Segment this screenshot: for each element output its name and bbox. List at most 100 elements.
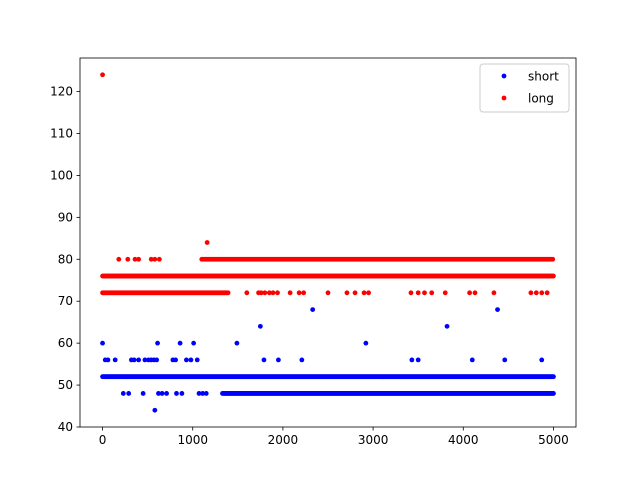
x-tick-label: 5000 [538,433,569,447]
point-short [495,307,500,312]
point-short [188,357,194,363]
point-long [352,290,358,296]
point-long [539,290,545,296]
point-long [528,290,534,296]
point-short [415,357,421,363]
point-short [469,357,475,363]
series-long [100,72,556,296]
y-tick-label: 80 [58,252,73,266]
point-short [131,357,137,363]
points-layer [100,72,556,413]
point-short [194,357,200,363]
y-tick-label: 110 [50,126,73,140]
point-long [366,290,371,296]
point-short [140,391,146,396]
point-long [467,290,472,296]
point-short [261,357,267,363]
point-short [196,391,202,396]
point-long [429,290,435,296]
point-short [363,340,369,346]
point-short [551,391,556,396]
point-short [173,357,178,363]
point-short [155,340,160,346]
point-short [156,391,161,396]
point-short [539,357,545,363]
point-long [244,290,250,296]
point-long [156,256,162,262]
point-short [152,407,158,413]
point-long [491,290,497,296]
legend-label-short: short [528,70,559,84]
point-long [296,290,302,296]
y-tick-label: 50 [58,378,73,392]
point-short [409,357,415,363]
point-short [184,357,189,363]
y-tick-label: 40 [58,420,73,434]
point-long [408,290,414,296]
point-short [136,357,142,363]
point-short [100,340,105,346]
point-short [444,323,450,329]
point-long [415,290,421,296]
point-long [258,290,264,296]
point-long [325,290,331,296]
legend: short long [479,63,570,113]
point-short [126,391,132,396]
point-short [234,340,240,346]
y-tick-label: 70 [58,294,73,308]
x-tick-label: 1000 [177,433,208,447]
point-long [136,256,142,262]
point-short [502,357,508,363]
point-short [174,391,179,396]
legend-marker-short [501,73,507,79]
point-short [112,357,118,363]
y-tick-label: 120 [50,85,73,99]
point-short [164,391,169,396]
point-long [301,290,307,296]
point-long [551,273,556,279]
point-long [152,256,158,262]
point-long [132,256,138,262]
point-short [200,391,206,396]
x-tick-label: 3000 [358,433,389,447]
point-long [262,290,268,296]
point-long [442,290,448,296]
point-short [257,323,263,329]
point-short [276,357,281,363]
point-long [287,290,293,296]
point-long [148,256,154,262]
point-short [299,357,305,363]
point-long [125,256,131,262]
point-long [266,290,272,296]
x-tick-label: 2000 [268,433,299,447]
y-tick-label: 60 [58,336,73,350]
point-short [154,357,160,363]
point-short [203,391,209,396]
x-tick-label: 0 [99,433,107,447]
legend-marker-long [501,95,507,101]
y-tick-label: 100 [50,168,73,182]
point-long [472,290,478,296]
point-long [116,256,122,262]
point-short [120,391,126,396]
point-long [204,240,210,245]
plot-frame [79,57,577,428]
point-long [533,290,539,296]
point-short [142,357,148,363]
point-short [191,340,197,346]
point-long [544,290,550,296]
series-short [100,307,556,413]
point-short [159,391,165,396]
point-long [225,290,231,296]
point-long [344,290,350,296]
point-short [310,307,316,312]
y-tick-label: 90 [58,210,73,224]
point-long [422,290,427,296]
x-tick-label: 4000 [448,433,479,447]
legend-label-long: long [528,92,554,106]
point-short [105,357,111,363]
point-long [270,290,276,296]
point-short [179,391,185,396]
